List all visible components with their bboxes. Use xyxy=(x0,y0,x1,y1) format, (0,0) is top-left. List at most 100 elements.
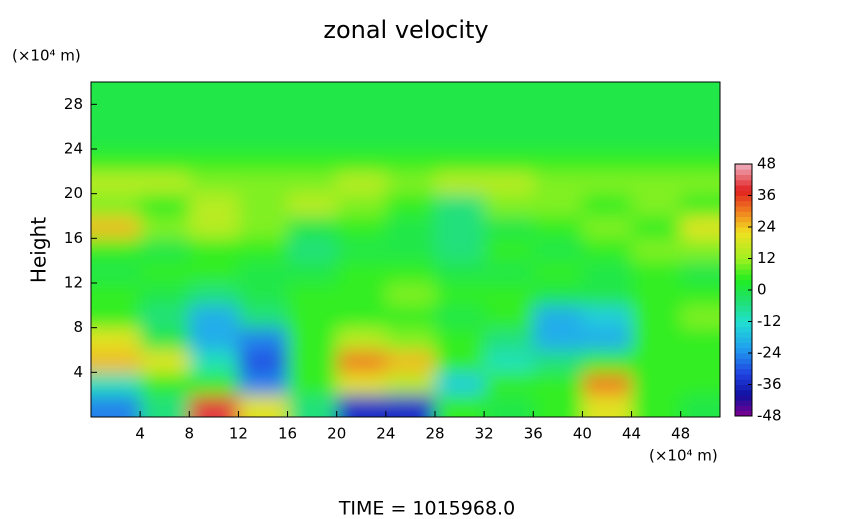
cell xyxy=(385,216,436,239)
cell xyxy=(189,260,239,284)
cell xyxy=(484,149,534,172)
colorbar-step xyxy=(735,269,752,275)
colorbar-step xyxy=(735,190,752,196)
cell xyxy=(336,394,387,417)
x-tick-label: 12 xyxy=(229,425,248,443)
colorbar-step xyxy=(735,300,752,307)
cell xyxy=(631,238,682,262)
cell xyxy=(287,171,338,195)
cell xyxy=(91,350,141,373)
colorbar-step xyxy=(735,248,752,254)
cell xyxy=(287,327,338,351)
cell xyxy=(631,126,682,150)
x-tick-label: 24 xyxy=(376,425,395,443)
cell xyxy=(385,171,436,195)
colorbar-tick-label: -48 xyxy=(757,407,782,425)
cell xyxy=(336,104,387,128)
cell xyxy=(140,394,190,417)
colorbar-step xyxy=(735,395,752,401)
cell xyxy=(434,238,485,262)
cell xyxy=(385,193,436,217)
x-tick-label: 48 xyxy=(671,425,690,443)
colorbar-step xyxy=(735,185,752,191)
cell xyxy=(287,372,338,396)
cell xyxy=(385,372,436,396)
cell xyxy=(91,283,141,306)
cell xyxy=(336,260,387,284)
cell xyxy=(582,305,633,329)
cell xyxy=(582,104,633,128)
cell xyxy=(238,327,289,351)
cell xyxy=(631,104,682,128)
cell xyxy=(140,216,190,239)
cell xyxy=(287,283,338,306)
cell xyxy=(680,372,720,396)
cell xyxy=(91,149,141,172)
field-cells xyxy=(91,82,720,417)
cell xyxy=(91,104,141,128)
cell xyxy=(91,372,141,396)
cell xyxy=(336,126,387,150)
cell xyxy=(680,149,720,172)
colorbar-step xyxy=(735,321,752,328)
colorbar-step xyxy=(735,342,752,349)
cell xyxy=(91,305,141,329)
colorbar-step xyxy=(735,164,752,170)
cell xyxy=(533,305,583,329)
cell xyxy=(533,238,583,262)
cell xyxy=(238,305,289,329)
cell xyxy=(533,126,583,150)
cell xyxy=(91,394,141,417)
cell xyxy=(91,171,141,195)
cell xyxy=(533,104,583,128)
cell xyxy=(287,82,338,105)
cell xyxy=(189,238,239,262)
cell xyxy=(385,350,436,373)
cell xyxy=(680,283,720,306)
cell xyxy=(189,372,239,396)
cell xyxy=(91,126,141,150)
cell xyxy=(434,171,485,195)
cell xyxy=(434,372,485,396)
cell xyxy=(484,216,534,239)
cell xyxy=(484,394,534,417)
cell xyxy=(140,350,190,373)
colorbar-step xyxy=(735,347,752,354)
colorbar-step xyxy=(735,200,752,207)
cell xyxy=(140,82,190,105)
cell xyxy=(91,82,141,105)
cell xyxy=(434,104,485,128)
cell xyxy=(287,238,338,262)
x-tick-label: 4 xyxy=(135,425,145,443)
cell xyxy=(140,193,190,217)
cell xyxy=(434,126,485,150)
cell xyxy=(484,104,534,128)
cell xyxy=(287,149,338,172)
y-unit: (×10⁴ m) xyxy=(12,47,81,65)
cell xyxy=(680,171,720,195)
colorbar-step xyxy=(735,379,752,385)
plot-frame xyxy=(90,81,721,418)
cell xyxy=(484,171,534,195)
colorbar-step xyxy=(735,221,752,228)
cell xyxy=(336,305,387,329)
colorbar-step xyxy=(735,195,752,202)
cell xyxy=(582,372,633,396)
y-tick-label: 12 xyxy=(64,274,83,292)
cell xyxy=(189,126,239,150)
colorbar-step xyxy=(735,358,752,364)
cell xyxy=(140,305,190,329)
x-tick-label: 40 xyxy=(573,425,592,443)
cell xyxy=(140,104,190,128)
y-tick-label: 16 xyxy=(64,229,83,247)
colorbar-step xyxy=(735,206,752,212)
y-tick-label: 8 xyxy=(73,318,83,336)
cell xyxy=(385,238,436,262)
colorbar-step xyxy=(735,279,752,286)
cell xyxy=(434,260,485,284)
cell xyxy=(631,216,682,239)
cell xyxy=(189,305,239,329)
cell xyxy=(91,193,141,217)
cell xyxy=(336,149,387,172)
